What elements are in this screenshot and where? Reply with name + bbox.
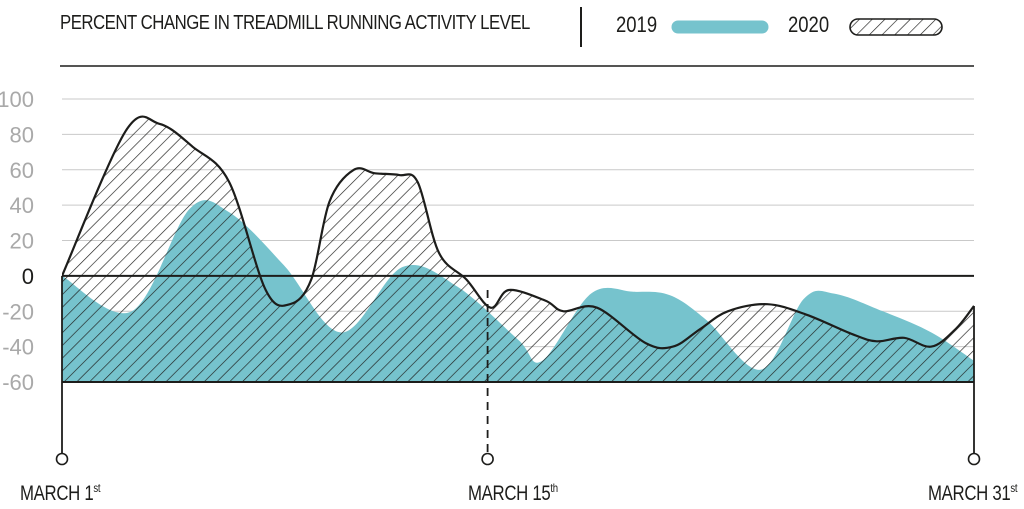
title-divider xyxy=(580,7,582,47)
y-tick-label: 100 xyxy=(0,87,34,112)
y-tick-label: 40 xyxy=(10,193,34,218)
y-axis-ticks: 100 80 60 40 20 0 -20 -40 -60 xyxy=(0,87,34,395)
legend-swatch-2020 xyxy=(849,18,943,36)
x-tick-circle xyxy=(967,452,981,466)
x-tick-suffix: th xyxy=(550,481,558,495)
x-tick-main: MARCH 1 xyxy=(20,482,94,505)
chart-title: PERCENT CHANGE IN TREADMILL RUNNING ACTI… xyxy=(60,12,530,34)
x-tick-label-mid: MARCH 15th xyxy=(468,481,558,506)
series-2020-hatched-area xyxy=(62,116,974,382)
series-layer xyxy=(62,115,974,382)
x-tick-main: MARCH 31 xyxy=(928,482,1011,505)
y-tick-label: -20 xyxy=(2,299,34,324)
x-tick-circle xyxy=(481,452,494,466)
x-tick-main: MARCH 15 xyxy=(468,482,551,505)
legend-swatches xyxy=(671,18,943,36)
y-tick-label: 20 xyxy=(10,229,34,254)
legend-label-2019: 2019 xyxy=(616,12,658,37)
y-tick-label: -40 xyxy=(2,335,34,360)
x-tick-label-end: MARCH 31st xyxy=(928,481,1018,506)
x-tick-label-start: MARCH 1st xyxy=(20,481,101,506)
axis-layer xyxy=(55,274,981,466)
legend-label-2020: 2020 xyxy=(788,12,830,37)
y-tick-label: 80 xyxy=(10,122,34,147)
y-tick-label: 60 xyxy=(10,158,34,183)
y-tick-label: -60 xyxy=(2,370,34,395)
x-tick-circle xyxy=(55,452,69,466)
x-tick-suffix: st xyxy=(1010,481,1018,495)
y-tick-label: 0 xyxy=(22,264,34,289)
x-tick-suffix: st xyxy=(93,481,101,495)
series-2020-line xyxy=(62,115,974,350)
